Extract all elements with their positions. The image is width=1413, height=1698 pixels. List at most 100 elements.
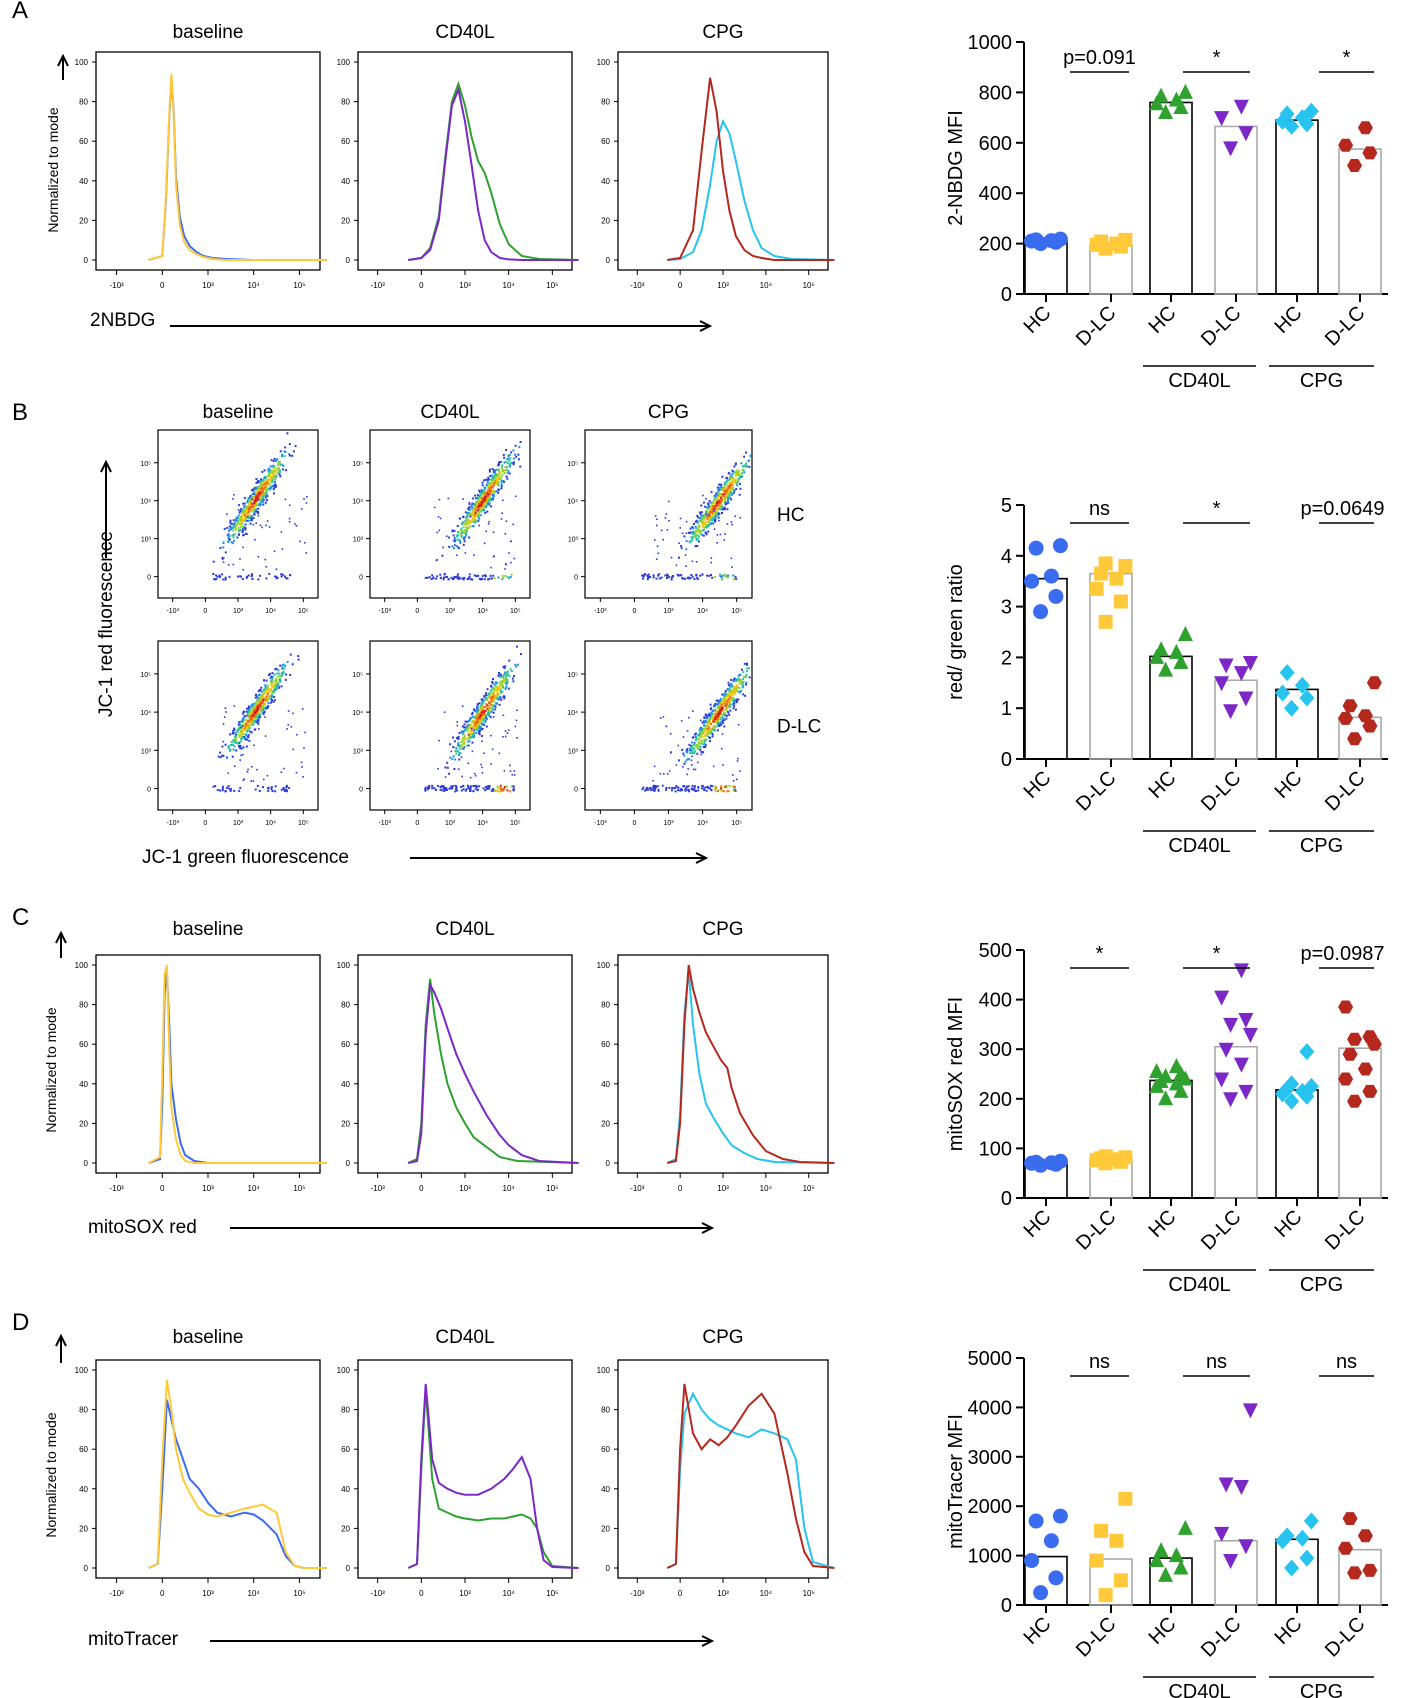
x-tick-label: 10³ [717,281,729,290]
histogram-trace-d-lc [667,77,835,261]
x-tick-label: 10³ [459,1184,471,1193]
data-point [1118,1150,1133,1165]
y-tick-label: 60 [79,137,88,146]
data-point [1299,1043,1315,1061]
x-tick-label: 10³ [663,820,674,827]
y-tick-label: 0 [574,575,578,582]
histogram-panel-A: baseline -10³ 0 10³ 10⁴ 10⁵ 0 20 40 60 80 100 CD40L -… [12,0,835,331]
data-point [1048,588,1064,604]
data-point [1098,614,1113,629]
y-tick-label: 1000 [968,32,1013,54]
data-point [1168,643,1184,659]
data-point [1338,1000,1354,1014]
panel-letter: C [12,904,29,931]
data-point [1113,594,1128,609]
y-tick-label: 2000 [968,1496,1013,1518]
histogram-subplot: baseline -10³ 0 10³ 10⁴ 10⁵ 0 20 40 60 80 100 [75,22,327,290]
y-tick-label: 20 [601,216,610,225]
x-tick-label: 10⁴ [503,1184,516,1193]
x-tick-label: 0 [160,1184,165,1193]
y-tick-label: 300 [979,1039,1012,1061]
x-tick-label: -10³ [378,608,391,615]
y-tick-label: 500 [979,940,1012,962]
y-tick-label: 10⁵ [352,461,363,468]
y-tick-label: 400 [979,183,1012,205]
data-point [1214,1526,1230,1542]
significance-label: * [1213,47,1221,69]
y-tick-label: 20 [79,216,88,225]
x-tick-label: 0 [419,281,424,290]
x-tick-label: 0 [419,1589,424,1598]
data-point [1303,1512,1319,1530]
data-point [1033,604,1049,620]
y-tick-label: 3000 [968,1447,1013,1469]
data-point [1052,538,1068,554]
data-point [1284,1092,1300,1110]
data-point [1223,1017,1239,1033]
y-tick-label: 0 [147,575,151,582]
data-point [1342,1512,1358,1525]
x-tick-label: 0 [160,1589,165,1598]
data-point [1214,990,1230,1006]
row-label: D-LC [777,717,821,738]
x-tick-label: 10⁵ [510,608,521,615]
data-point [1338,711,1354,725]
data-point [1052,1153,1068,1169]
x-tick-label: 10⁴ [760,281,773,290]
data-point [1233,1057,1249,1073]
y-axis-label: red/ green ratio [945,564,967,700]
x-tick-label: 10³ [233,820,244,827]
x-tick-label: 0 [678,1589,683,1598]
data-point [1149,95,1165,111]
histogram-trace-hc [667,118,835,261]
data-point [1218,1042,1234,1058]
y-tick-label: 10³ [141,537,152,544]
x-tick-label: 0 [419,1184,424,1193]
data-point [1177,1519,1193,1535]
x-tick-label: 10³ [445,608,456,615]
subplot-title: CPG [702,919,743,940]
y-tick-label: 20 [341,1524,350,1533]
y-tick-label: 60 [341,137,350,146]
y-tick-label: 10⁴ [140,710,151,717]
data-point [1109,1533,1124,1548]
x-tick-label: 10³ [202,281,214,290]
x-tick-label: 10⁵ [731,608,742,615]
data-point [1279,664,1295,682]
data-point [1043,568,1059,584]
subplot-title: CPG [702,1327,743,1348]
x-axis-label: mitoSOX red [88,1217,197,1238]
row-label: HC [777,505,804,526]
y-tick-label: 0 [84,256,89,265]
y-tick-label: 0 [84,1564,89,1573]
data-point [1303,1077,1319,1095]
data-point [1238,126,1254,142]
data-point [1338,1541,1354,1555]
data-point [1347,1032,1363,1046]
y-tick-label: 10⁴ [352,710,363,717]
x-tick-label: 10⁴ [248,1589,261,1598]
x-tick-label: -10³ [109,1184,124,1193]
x-tick-label: -10³ [371,281,386,290]
data-point [1098,1588,1113,1603]
y-tick-label: 60 [341,1445,350,1454]
y-tick-label: 5 [1001,495,1012,517]
data-point [1218,658,1234,674]
y-tick-label: 60 [601,1040,610,1049]
y-tick-label: 600 [979,133,1012,155]
y-tick-label: 10³ [141,748,152,755]
histogram-trace-d-lc [148,964,327,1164]
data-point [1168,91,1184,107]
x-tick-label: -10³ [594,820,607,827]
y-tick-label: 0 [346,1564,351,1573]
data-point [1362,1563,1378,1577]
data-point [1218,1477,1234,1493]
data-point [1347,1566,1363,1580]
data-point [1158,1067,1174,1083]
significance-label: ns [1089,1351,1110,1373]
y-tick-label: 10³ [568,537,579,544]
x-tick-label: 10⁵ [298,820,309,827]
histogram-subplot: CD40L -10³ 0 10³ 10⁴ 10⁵ 0 20 40 60 80 100 [337,22,579,290]
data-point [1177,626,1193,642]
